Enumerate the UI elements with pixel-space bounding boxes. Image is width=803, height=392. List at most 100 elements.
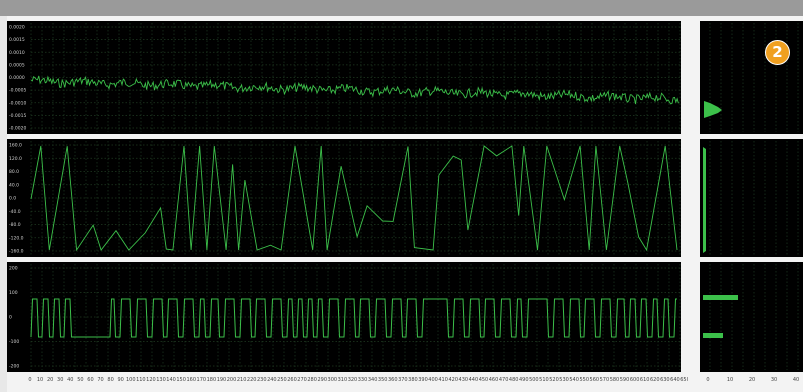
x-tick-label: 610 (640, 377, 650, 383)
x-tick-label: 420 (448, 377, 458, 383)
y-tick-label: 0.0005 (9, 62, 25, 68)
y-tick-label: 0.0000 (9, 75, 25, 81)
x-tick-label: 130 (156, 377, 166, 383)
x-tick-label: 280 (307, 377, 317, 383)
x-tick-label: 560 (590, 377, 600, 383)
x-tick-label: 140 (166, 377, 176, 383)
y-tick-label: 0.0010 (9, 50, 25, 56)
x-tick-label: 400 (428, 377, 438, 383)
y-tick-label: -120.0 (9, 235, 24, 241)
y-tick-label: -100 (9, 339, 19, 345)
x-tick-label: 530 (559, 377, 569, 383)
x-tick-label: 380 (408, 377, 418, 383)
signal-trace-1 (30, 75, 679, 105)
x-tick-label: 200 (227, 377, 237, 383)
x-tick-label: 180 (207, 377, 217, 383)
x-tick-label: 120 (146, 377, 156, 383)
x-tick-label: 640 (670, 377, 680, 383)
hist-x-tick-label: 20 (749, 377, 755, 383)
x-tick-label: 240 (267, 377, 277, 383)
x-tick-label: 650 (680, 377, 688, 383)
x-tick-label: 160 (186, 377, 196, 383)
histogram-bars-1 (704, 101, 722, 118)
x-tick-label: 510 (539, 377, 549, 383)
x-tick-label: 310 (338, 377, 348, 383)
y-tick-label: -0.0015 (9, 113, 27, 119)
x-tick-label: 150 (176, 377, 186, 383)
x-tick-label: 70 (97, 377, 103, 383)
y-tick-label: -0.0010 (9, 100, 27, 106)
x-tick-label: 550 (579, 377, 589, 383)
x-tick-label: 430 (459, 377, 469, 383)
hist-x-tick-label: 0 (706, 377, 709, 383)
histogram-bar-low (703, 333, 723, 338)
signal-trace-3 (30, 298, 677, 338)
x-tick-label: 170 (197, 377, 207, 383)
y-tick-label: -0.0005 (9, 88, 27, 94)
hist-x-tick-label: 40 (793, 377, 799, 383)
x-tick-label: 290 (317, 377, 327, 383)
y-tick-label: -0.0020 (9, 126, 27, 132)
histogram-panel-1[interactable] (700, 21, 803, 134)
signal-panel-2[interactable]: 160.0 120.0 80.0 40.0 0.0 -40.0 -80.0 -120.0 -16… (7, 139, 681, 257)
x-tick-label: 520 (549, 377, 559, 383)
hist-x-tick-label: 30 (771, 377, 777, 383)
x-tick-label: 620 (650, 377, 660, 383)
x-tick-label: 460 (489, 377, 499, 383)
x-tick-label: 340 (368, 377, 378, 383)
x-tick-label: 270 (297, 377, 307, 383)
x-tick-label: 440 (469, 377, 479, 383)
signal-panel-3[interactable]: 200 100 0 -100 -200 (7, 262, 681, 372)
y-tick-label: -40.0 (9, 209, 21, 215)
x-tick-label: 590 (620, 377, 630, 383)
y-tick-label: 0.0 (9, 196, 16, 202)
x-tick-label: 20 (47, 377, 53, 383)
y-tick-label: -200 (9, 364, 19, 370)
x-tick-label: 210 (237, 377, 247, 383)
x-tick-label: 570 (600, 377, 610, 383)
x-tick-label: 600 (630, 377, 640, 383)
grid (30, 141, 681, 255)
grid (30, 23, 681, 132)
histogram-panel-3[interactable] (700, 262, 803, 372)
hist-x-tick-label: 10 (727, 377, 733, 383)
x-tick-label: 490 (519, 377, 529, 383)
signal-trace-2 (30, 145, 678, 252)
x-tick-label: 60 (87, 377, 93, 383)
x-tick-label: 450 (479, 377, 489, 383)
y-tick-label: 100 (9, 290, 18, 296)
histogram-x-axis: 0 10 20 30 40 (700, 372, 803, 386)
x-tick-label: 320 (348, 377, 358, 383)
x-tick-label: 300 (328, 377, 338, 383)
y-tick-label: 200 (9, 266, 18, 272)
x-tick-label: 80 (107, 377, 113, 383)
x-tick-label: 100 (126, 377, 136, 383)
histogram-bar-high (703, 295, 738, 300)
histogram-bars-2 (703, 147, 706, 253)
x-tick-label: 230 (257, 377, 267, 383)
x-tick-label: 30 (57, 377, 63, 383)
x-tick-label: 50 (77, 377, 83, 383)
x-tick-label: 330 (358, 377, 368, 383)
y-tick-label: 0.0015 (9, 37, 25, 43)
y-tick-label: 0.0020 (9, 25, 25, 31)
x-axis: 0 10 20 30 40 50 60 70 80 90 100 110 120 130 140 150 160… (28, 372, 688, 386)
x-tick-label: 370 (398, 377, 408, 383)
y-tick-label: 120.0 (9, 156, 22, 162)
x-tick-label: 190 (217, 377, 227, 383)
x-tick-label: 110 (136, 377, 146, 383)
signal-panel-1[interactable]: 0.0020 0.0015 0.0010 0.0005 0.0000 -0.0005 -0.… (7, 21, 681, 134)
left-strip (0, 16, 7, 392)
x-tick-label: 350 (378, 377, 388, 383)
x-tick-label: 540 (569, 377, 579, 383)
x-tick-label: 220 (247, 377, 257, 383)
x-tick-label: 90 (118, 377, 124, 383)
x-tick-label: 250 (277, 377, 287, 383)
x-tick-label: 500 (529, 377, 539, 383)
y-tick-label: 0 (9, 315, 12, 321)
x-tick-label: 40 (67, 377, 73, 383)
x-tick-label: 480 (509, 377, 519, 383)
histogram-panel-2[interactable] (700, 139, 803, 257)
grid (30, 264, 681, 370)
title-bar (0, 0, 803, 16)
